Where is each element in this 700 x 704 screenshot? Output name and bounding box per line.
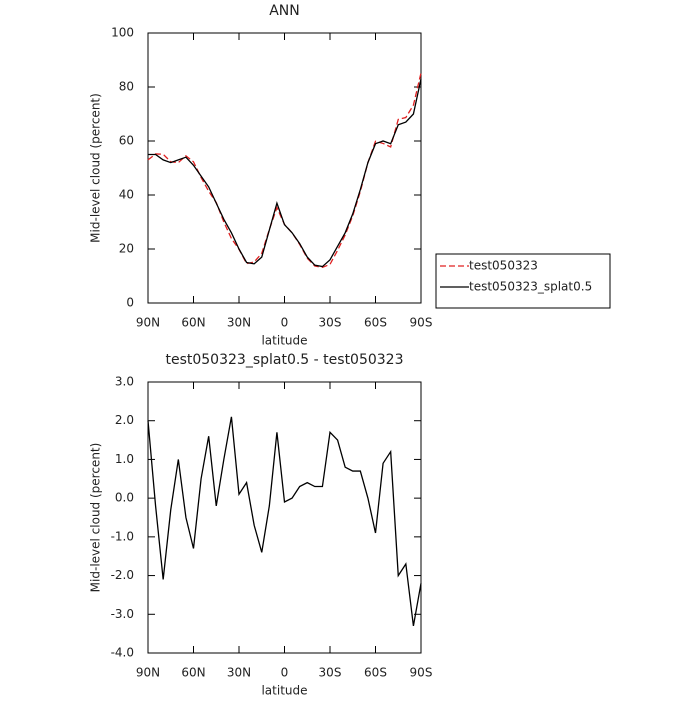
x-tick-label: 60N <box>181 316 205 330</box>
y-tick-label: 1.0 <box>115 452 134 466</box>
legend-box <box>435 253 611 309</box>
x-axis-label: latitude <box>261 334 307 348</box>
x-tick-label: 60S <box>364 316 387 330</box>
data-line <box>147 416 422 627</box>
y-tick-label: -3.0 <box>111 607 134 621</box>
x-axis-label: latitude <box>261 684 307 698</box>
x-tick-label: 0 <box>281 316 289 330</box>
x-tick-label: 0 <box>281 666 289 680</box>
y-tick-label: 100 <box>111 26 134 40</box>
y-tick-label: 3.0 <box>115 375 134 389</box>
y-axis-label: Mid-level cloud (percent) <box>89 443 103 593</box>
y-tick-label: -1.0 <box>111 529 134 543</box>
x-tick-label: 90S <box>410 316 433 330</box>
y-tick-label: 40 <box>119 188 134 202</box>
y-tick-label: 2.0 <box>115 413 134 427</box>
chart-title: ANN <box>269 3 300 19</box>
y-axis-label: Mid-level cloud (percent) <box>89 93 103 243</box>
y-tick-label: 0.0 <box>115 491 134 505</box>
plot-frame <box>147 32 422 304</box>
x-tick-label: 30N <box>227 316 251 330</box>
data-line <box>147 72 422 269</box>
chart-title: test050323_splat0.5 - test050323 <box>165 352 403 368</box>
x-tick-label: 30S <box>319 316 342 330</box>
y-tick-label: 20 <box>119 242 134 256</box>
y-tick-label: 80 <box>119 80 134 94</box>
y-tick-label: -2.0 <box>111 568 134 582</box>
x-tick-label: 30S <box>319 666 342 680</box>
x-tick-label: 60N <box>181 666 205 680</box>
x-tick-label: 90N <box>136 316 160 330</box>
data-line <box>148 78 422 268</box>
x-tick-label: 60S <box>364 666 387 680</box>
y-tick-label: 60 <box>119 134 134 148</box>
x-tick-label: 30N <box>227 666 251 680</box>
legend-label: test050323_splat0.5 <box>469 280 592 294</box>
x-tick-label: 90S <box>410 666 433 680</box>
x-tick-label: 90N <box>136 666 160 680</box>
legend-label: test050323 <box>469 259 538 273</box>
y-tick-label: -4.0 <box>111 646 134 660</box>
y-tick-label: 0 <box>126 296 134 310</box>
plot-frame <box>147 381 422 654</box>
